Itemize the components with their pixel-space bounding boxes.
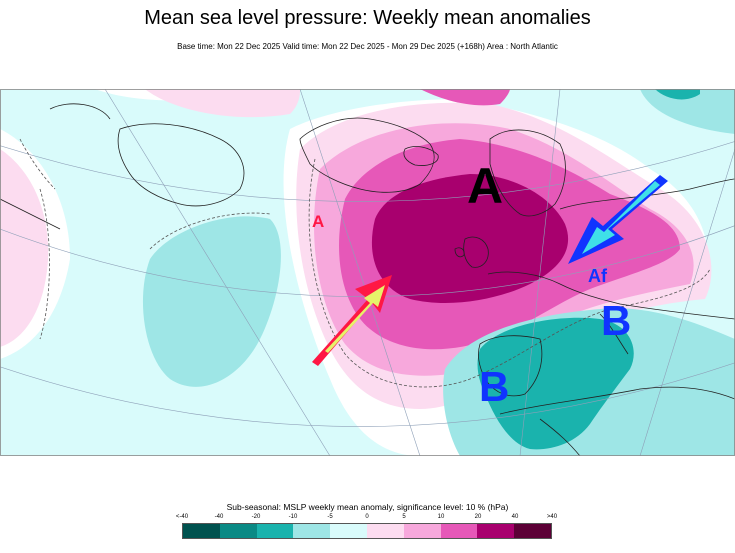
coastlines [0, 103, 735, 456]
low-iberia-label: B [479, 363, 509, 410]
legend-tick: 40 [511, 514, 519, 520]
legend-tick: 0 [365, 514, 369, 520]
positive-anomaly-10-20 [420, 89, 510, 106]
legend-swatch [330, 524, 367, 538]
map-grid [0, 89, 735, 456]
legend-tick: -5 [327, 514, 333, 520]
significance-contour [19, 138, 711, 388]
legend-tick: >40 [546, 514, 558, 520]
legend-swatch [219, 524, 257, 538]
positive-anomaly-20-40 [371, 174, 569, 304]
high-small-label: A [312, 212, 324, 231]
chart-title: Mean sea level pressure: Weekly mean ano… [144, 7, 591, 29]
arrow-blue-icon [568, 175, 668, 264]
legend-swatch [183, 524, 220, 538]
negative-anomaly-10-5 [142, 216, 281, 387]
legend-swatch [477, 524, 515, 538]
low-med-label: B [601, 297, 631, 344]
anomaly-map: A A Af B B [0, 89, 735, 456]
legend-swatch [256, 524, 294, 538]
legend-tick: 20 [474, 514, 482, 520]
legend-tick: <-40 [175, 514, 189, 520]
negative-anomaly-10-5 [640, 89, 735, 134]
legend-title: Sub-seasonal: MSLP weekly mean anomaly, … [226, 502, 509, 512]
arrow-red-icon [312, 275, 392, 366]
negative-anomaly-20-10 [477, 317, 634, 450]
legend-tick: -20 [251, 514, 261, 520]
negative-anomaly-20-10 [655, 89, 700, 100]
legend-swatch [293, 524, 331, 538]
legend-swatch [366, 524, 404, 538]
legend-colorbar [182, 523, 552, 539]
legend-swatch [403, 524, 441, 538]
legend-tick: 5 [402, 514, 406, 520]
positive-anomaly-0-5 [0, 149, 49, 347]
legend-swatch [440, 524, 478, 538]
legend-tick: -40 [214, 514, 224, 520]
legend-swatch [514, 524, 551, 538]
positive-anomaly-0-5 [145, 89, 300, 118]
legend-tick: 10 [437, 514, 445, 520]
chart-subtitle: Base time: Mon 22 Dec 2025 Valid time: M… [177, 42, 558, 51]
high-italy-label: Af [588, 266, 608, 286]
high-main-label: A [467, 158, 503, 214]
legend-ticks: <-40 -40 -20 -10 -5 0 5 10 20 40 >40 [176, 514, 557, 522]
legend-tick: -10 [288, 514, 298, 520]
